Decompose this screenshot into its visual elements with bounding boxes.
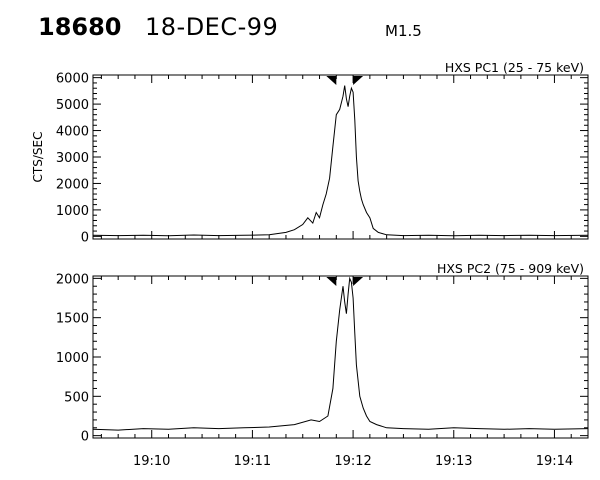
flare-class: M1.5 xyxy=(385,22,422,40)
x-tick-label: 19:12 xyxy=(334,454,371,469)
y-tick-label: 5000 xyxy=(56,98,89,113)
event-number: 18680 xyxy=(38,13,122,41)
y-tick-label: 6000 xyxy=(56,72,89,87)
x-tick-label: 19:13 xyxy=(435,454,472,469)
y-tick-label: 4000 xyxy=(56,125,89,140)
interval-marker-end xyxy=(353,277,364,286)
light-curve xyxy=(92,85,589,237)
plot-frame xyxy=(92,275,589,439)
y-tick-label: 1000 xyxy=(56,351,89,366)
panel-2: HXS PC2 (75 - 909 keV) 0 500 1000 1500 2000 19… xyxy=(56,261,589,469)
y-tick-label: 0 xyxy=(81,230,89,245)
y-tick-label: 2000 xyxy=(56,272,89,287)
y-tick-label: 2000 xyxy=(56,177,89,192)
panel-title: HXS PC2 (75 - 909 keV) xyxy=(437,261,584,276)
y-tick-label: 1000 xyxy=(56,204,89,219)
x-tick-label: 19:11 xyxy=(234,454,271,469)
plot-frame xyxy=(92,74,589,240)
y-axis-label: CTS/SEC xyxy=(31,132,45,183)
x-tick-label: 19:10 xyxy=(133,454,170,469)
interval-marker-start xyxy=(326,76,337,85)
interval-marker-start xyxy=(326,277,337,286)
y-tick-label: 1500 xyxy=(56,312,89,327)
x-tick-label: 19:14 xyxy=(536,454,573,469)
panel-title: HXS PC1 (25 - 75 keV) xyxy=(445,60,584,75)
y-tick-label: 0 xyxy=(81,430,89,445)
y-tick-label: 3000 xyxy=(56,151,89,166)
panel-1: HXS PC1 (25 - 75 keV) CTS/SEC 0 1000 2000 300… xyxy=(31,60,589,245)
y-tick-label: 500 xyxy=(64,390,89,405)
light-curve xyxy=(92,276,589,431)
interval-marker-end xyxy=(353,76,364,85)
event-date: 18-DEC-99 xyxy=(145,13,279,41)
